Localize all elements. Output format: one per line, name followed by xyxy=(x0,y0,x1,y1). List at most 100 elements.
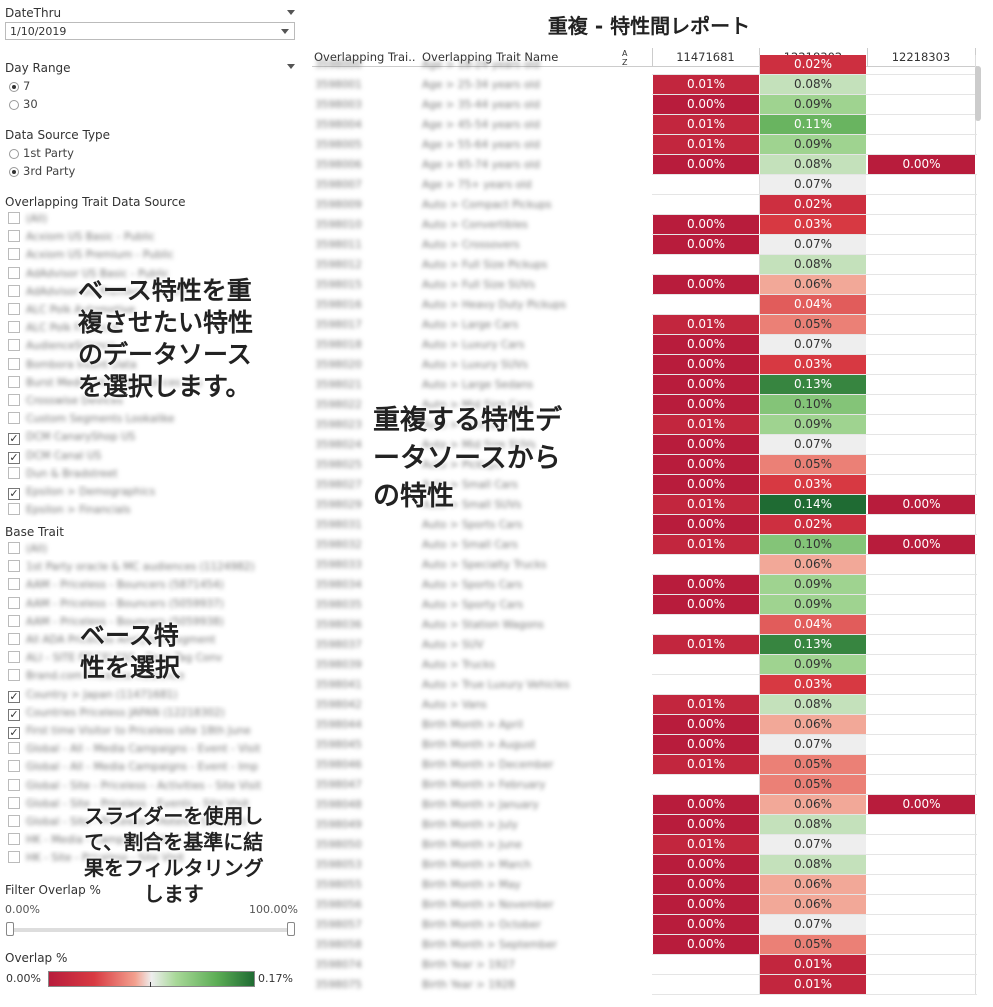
overlap-cell[interactable]: 0.03% xyxy=(760,355,866,374)
overlap-cell[interactable]: 0.01% xyxy=(653,75,759,94)
base-trait-item[interactable]: Global - All - Media Campaigns - Event -… xyxy=(8,741,293,757)
overlap-source-item[interactable]: ✓ DCM Canal US xyxy=(8,448,293,464)
overlap-cell[interactable]: 0.00% xyxy=(868,155,975,174)
checkbox-checked-icon[interactable]: ✓ xyxy=(8,432,20,446)
empty-cell[interactable] xyxy=(868,755,976,774)
overlap-cell[interactable]: 0.05% xyxy=(760,755,866,774)
overlap-cell[interactable]: 0.10% xyxy=(760,395,866,414)
empty-cell[interactable] xyxy=(868,855,976,874)
empty-cell[interactable] xyxy=(868,935,976,954)
overlap-cell[interactable]: 0.02% xyxy=(760,515,866,534)
empty-cell[interactable] xyxy=(868,715,976,734)
checkbox-icon[interactable] xyxy=(8,578,20,591)
overlap-cell[interactable]: 0.09% xyxy=(760,655,866,674)
empty-cell[interactable] xyxy=(868,315,976,334)
empty-cell[interactable] xyxy=(868,515,976,534)
empty-cell[interactable] xyxy=(868,415,976,434)
base-trait-item[interactable]: ✓ Countries Priceless JAPAN (12218302) xyxy=(8,705,293,721)
overlap-cell[interactable]: 0.05% xyxy=(760,775,866,794)
base-trait-item[interactable]: HK - Media - Campaign - Visit xyxy=(8,832,293,848)
overlap-cell[interactable]: 0.00% xyxy=(653,235,759,254)
overlap-cell[interactable]: 0.02% xyxy=(760,195,866,214)
overlap-source-item[interactable]: Acxiom US Premium - Public xyxy=(8,247,293,263)
overlap-cell[interactable]: 0.00% xyxy=(653,935,759,954)
overlap-cell[interactable]: 0.00% xyxy=(653,275,759,294)
base-trait-item[interactable]: Global - Site - Priceless - Hotels - Sit… xyxy=(8,814,293,830)
empty-cell[interactable] xyxy=(868,435,976,454)
overlap-source-item[interactable]: ✓ Epsilon > Demographics xyxy=(8,484,293,500)
overlap-cell[interactable]: 0.01% xyxy=(653,755,759,774)
overlap-cell[interactable]: 0.01% xyxy=(653,115,759,134)
empty-cell[interactable] xyxy=(868,295,976,314)
overlap-cell[interactable]: 0.00% xyxy=(653,95,759,114)
table-scrollbar[interactable] xyxy=(975,66,981,121)
col-header-11471681[interactable]: 11471681 xyxy=(676,50,735,64)
empty-cell[interactable] xyxy=(653,555,760,574)
empty-cell[interactable] xyxy=(868,835,976,854)
overlap-cell[interactable]: 0.01% xyxy=(653,495,759,514)
overlap-source-item[interactable]: ✓ DCM CanaryShop US xyxy=(8,429,293,446)
checkbox-checked-icon[interactable]: ✓ xyxy=(8,450,20,464)
empty-cell[interactable] xyxy=(868,115,976,134)
overlap-cell[interactable]: 0.01% xyxy=(653,695,759,714)
empty-cell[interactable] xyxy=(868,675,976,694)
base-trait-item[interactable]: All ADA Priceless Analytics Segment xyxy=(8,632,293,648)
checkbox-icon[interactable] xyxy=(8,815,20,827)
overlap-cell[interactable]: 0.09% xyxy=(760,135,866,154)
empty-cell[interactable] xyxy=(868,55,976,74)
overlap-cell[interactable]: 0.00% xyxy=(653,875,759,894)
data-source-option-3rd-party[interactable]: 3rd Party xyxy=(9,163,75,179)
empty-cell[interactable] xyxy=(653,295,760,314)
overlap-cell[interactable]: 0.00% xyxy=(653,895,759,914)
empty-cell[interactable] xyxy=(868,955,976,974)
day-range-menu-icon[interactable] xyxy=(287,64,295,69)
checkbox-icon[interactable] xyxy=(8,212,20,224)
overlap-cell[interactable]: 0.00% xyxy=(868,535,975,554)
date-thru-dropdown[interactable]: 1/10/2019 xyxy=(5,22,295,40)
overlap-cell[interactable]: 0.00% xyxy=(653,455,759,474)
empty-cell[interactable] xyxy=(653,255,760,274)
overlap-cell[interactable]: 0.07% xyxy=(760,735,866,754)
empty-cell[interactable] xyxy=(653,55,760,74)
base-trait-item[interactable]: ✓ Country > Japan (11471681) xyxy=(8,687,293,703)
base-trait-item[interactable]: AAM - Priceless - Bouncers (5059937) xyxy=(8,596,293,612)
empty-cell[interactable] xyxy=(868,255,976,274)
overlap-cell[interactable]: 0.07% xyxy=(760,435,866,454)
overlap-cell[interactable]: 0.06% xyxy=(760,555,866,574)
overlap-source-item[interactable]: Acxiom US Basic - Public xyxy=(8,229,293,245)
overlap-source-item[interactable]: AdAdvisor US Basic - Public xyxy=(8,266,293,282)
empty-cell[interactable] xyxy=(868,875,976,894)
overlap-cell[interactable]: 0.01% xyxy=(653,315,759,334)
overlap-cell[interactable]: 0.07% xyxy=(760,915,866,934)
overlap-cell[interactable]: 0.11% xyxy=(760,115,866,134)
overlap-cell[interactable]: 0.05% xyxy=(760,935,866,954)
empty-cell[interactable] xyxy=(868,975,976,994)
overlap-source-item[interactable]: AdAdvisor US Premium - Public xyxy=(8,284,293,300)
overlap-cell[interactable]: 0.00% xyxy=(653,795,759,814)
col-header-trait-name[interactable]: Overlapping Trait Name xyxy=(422,50,559,64)
checkbox-icon[interactable] xyxy=(8,303,20,315)
overlap-cell[interactable]: 0.00% xyxy=(653,815,759,834)
day-range-option-30[interactable]: 30 xyxy=(9,96,38,112)
overlap-source-item[interactable]: (All) xyxy=(8,211,293,227)
overlap-cell[interactable]: 0.01% xyxy=(653,535,759,554)
overlap-cell[interactable]: 0.09% xyxy=(760,95,866,114)
radio-icon[interactable] xyxy=(9,100,19,110)
overlap-cell[interactable]: 0.03% xyxy=(760,475,866,494)
base-trait-item[interactable]: Global - Site - Priceless - Activities -… xyxy=(8,778,293,794)
empty-cell[interactable] xyxy=(653,655,760,674)
overlap-cell[interactable]: 0.03% xyxy=(760,675,866,694)
overlap-cell[interactable]: 0.07% xyxy=(760,175,866,194)
overlap-cell[interactable]: 0.01% xyxy=(760,955,866,974)
overlap-cell[interactable]: 0.06% xyxy=(760,895,866,914)
empty-cell[interactable] xyxy=(868,135,976,154)
overlap-cell[interactable]: 0.00% xyxy=(868,795,975,814)
checkbox-icon[interactable] xyxy=(8,339,20,352)
overlap-cell[interactable]: 0.00% xyxy=(653,515,759,534)
checkbox-icon[interactable] xyxy=(8,321,20,334)
overlap-cell[interactable]: 0.08% xyxy=(760,815,866,834)
checkbox-icon[interactable] xyxy=(8,833,20,846)
empty-cell[interactable] xyxy=(868,195,976,214)
checkbox-icon[interactable] xyxy=(8,796,20,809)
